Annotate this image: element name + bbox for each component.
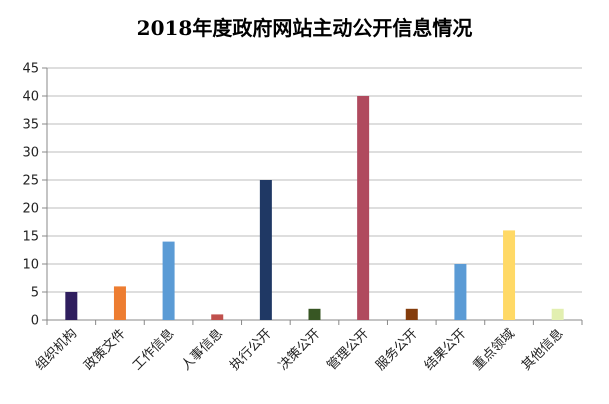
y-tick-label: 25 <box>22 174 39 189</box>
y-tick-label: 10 <box>22 258 39 273</box>
bar-9 <box>454 264 467 320</box>
x-tick-label: 服务公开 <box>373 326 421 374</box>
y-tick-label: 40 <box>22 90 39 105</box>
x-tick-label: 执行公开 <box>227 326 274 373</box>
x-tick-label: 人事信息 <box>178 326 226 374</box>
bar-11 <box>551 308 564 320</box>
x-tick-label: 组织机构 <box>33 326 80 373</box>
bar-2 <box>113 286 126 320</box>
x-tick-label: 工作信息 <box>129 326 177 374</box>
y-tick-label: 45 <box>22 62 39 77</box>
y-tick-label: 0 <box>31 314 39 329</box>
chart-title: 2018年度政府网站主动公开信息情况 <box>136 16 473 40</box>
bar-6 <box>308 308 321 320</box>
y-tick-label: 30 <box>22 146 39 161</box>
x-tick-label: 决策公开 <box>275 326 323 374</box>
bar-3 <box>162 241 175 320</box>
bar-10 <box>503 230 516 320</box>
y-tick-label: 20 <box>22 202 39 217</box>
bar-7 <box>357 96 370 320</box>
y-tick-label: 5 <box>31 286 39 301</box>
bar-4 <box>211 314 224 320</box>
x-tick-label: 其他信息 <box>518 326 566 374</box>
bar-1 <box>65 292 78 320</box>
bar-5 <box>259 180 272 320</box>
x-tick-label: 管理公开 <box>325 326 372 373</box>
x-tick-label: 重点领域 <box>470 326 518 374</box>
y-tick-label: 35 <box>22 118 39 133</box>
bar-8 <box>405 308 418 320</box>
x-tick-label: 政策文件 <box>81 326 129 374</box>
y-tick-label: 15 <box>22 230 39 245</box>
x-tick-label: 结果公开 <box>422 326 469 373</box>
